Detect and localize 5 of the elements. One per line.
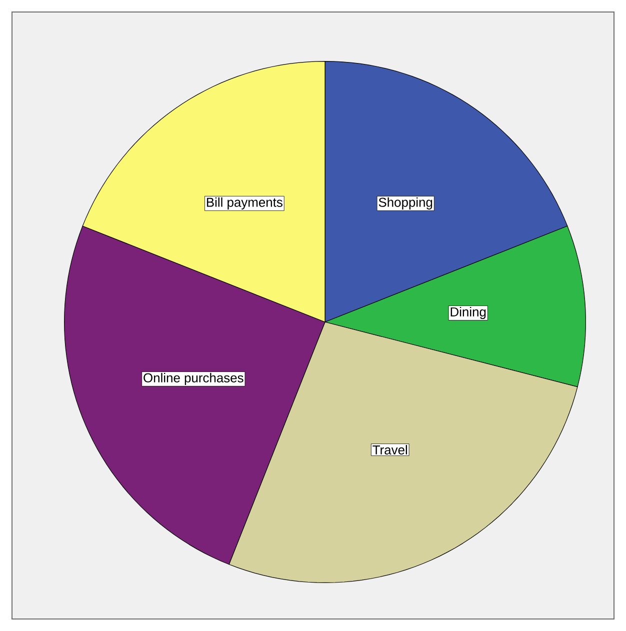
slice-label: Shopping [378,197,432,210]
slice-label: Bill payments [206,197,282,210]
slice-label: Travel [372,445,407,455]
slice-label: Dining [450,306,486,320]
slice-label: Online purchases [144,372,244,385]
